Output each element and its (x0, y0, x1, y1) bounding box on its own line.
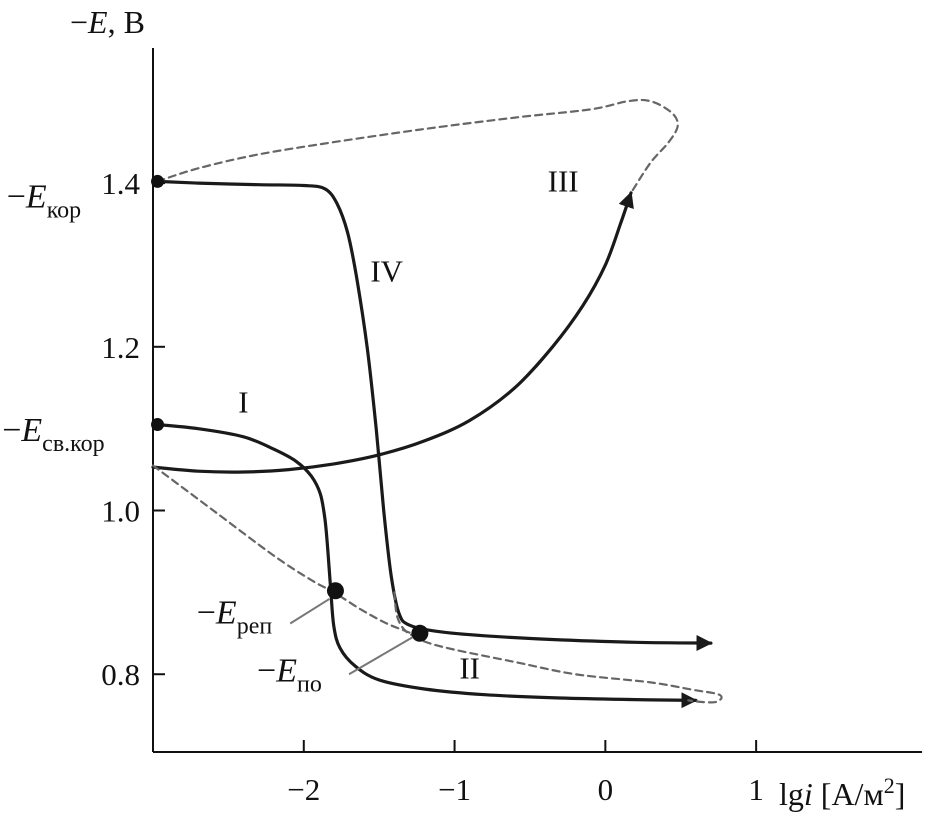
series-upper-line (156, 98, 679, 194)
x-ticks: −2 −1 0 1 (287, 740, 764, 807)
annotation-prefix: − (197, 594, 216, 631)
y-tick-label: 1.4 (101, 166, 140, 201)
x-axis-title-var: i (804, 776, 813, 812)
x-axis-title: lgi [А/м2] (779, 773, 905, 812)
series-layer (151, 98, 723, 709)
x-tick-label: −2 (287, 772, 320, 807)
curve-label-iii: III (548, 163, 579, 198)
point-e-rep (326, 582, 344, 600)
point-e-kor (151, 174, 165, 188)
curve-label-i: I (238, 384, 248, 419)
series-ii-line (151, 464, 723, 704)
y-axis-title-var: E (87, 4, 108, 40)
x-axis-title-pre: lg (779, 776, 804, 812)
annotation-prefix: − (2, 412, 21, 449)
x-axis-title-end: ] (895, 776, 906, 812)
annotation-prefix: − (257, 653, 276, 690)
y-tick-label: 0.8 (101, 657, 140, 692)
annotation-var: E (275, 653, 297, 690)
annotation-subscript: по (297, 672, 322, 698)
series-i-line (155, 423, 698, 709)
y-tick-label: 1.0 (101, 494, 140, 529)
annotation-prefix: − (7, 179, 26, 216)
series-iii-line (151, 191, 634, 474)
annotation-e-po: −Eпо (257, 653, 322, 698)
curve-label-iv: IV (370, 253, 403, 288)
point-e-po (411, 624, 429, 642)
y-axis-title-suffix: , В (108, 4, 145, 40)
series-iv-line (155, 179, 713, 651)
annotation-layer: −Eкор−Eсв.кор−Eреп−Eпо (2, 179, 322, 698)
annotation-var: E (20, 412, 42, 449)
leader-line-e-po (348, 636, 413, 676)
x-axis-title-post: [А/м (813, 776, 884, 812)
y-axis-title-prefix: − (70, 4, 88, 40)
point-layer (151, 174, 429, 642)
y-tick-label: 1.2 (101, 330, 140, 365)
leader-line-e-rep (289, 598, 330, 625)
x-tick-label: 0 (598, 772, 614, 807)
x-tick-label: −1 (438, 772, 471, 807)
y-ticks: 0.8 1.0 1.2 1.4 (101, 166, 165, 692)
leader-layer (289, 598, 413, 676)
point-e-sv-kor (151, 418, 165, 432)
annotation-subscript: реп (237, 613, 273, 639)
y-axis-title: −E, В (70, 4, 145, 40)
annotation-e-rep: −Eреп (197, 594, 273, 639)
annotation-subscript: кор (47, 198, 81, 224)
annotation-e-sv-kor: −Eсв.кор (2, 412, 104, 457)
curve-label-ii: II (459, 650, 480, 685)
annotation-var: E (25, 179, 47, 216)
annotation-e-kor: −Eкор (7, 179, 81, 224)
x-axis-title-sup: 2 (884, 773, 895, 798)
x-tick-label: 1 (748, 772, 764, 807)
annotation-var: E (215, 594, 237, 631)
annotation-subscript: св.кор (42, 431, 104, 457)
